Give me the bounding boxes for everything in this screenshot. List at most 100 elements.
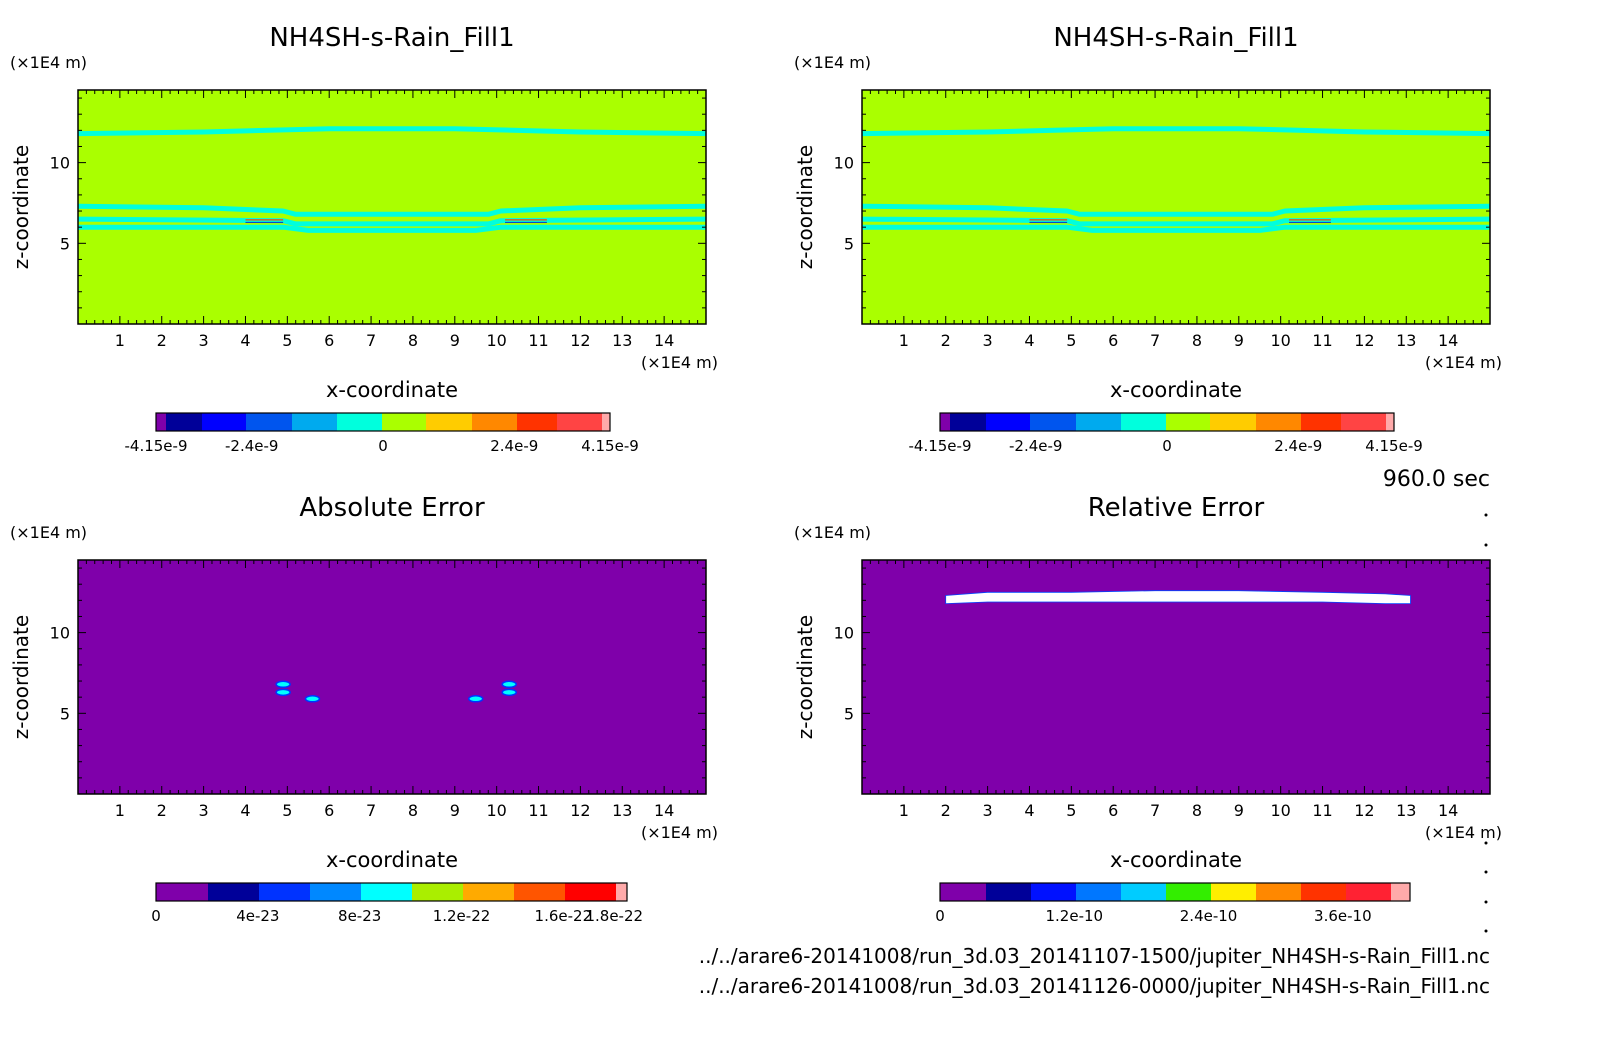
x-tick-label: 12 xyxy=(570,331,590,350)
field-content xyxy=(78,126,706,233)
z-tick-label: 10 xyxy=(50,154,70,173)
x-tick-label: 5 xyxy=(1066,801,1076,820)
colorbar-tick-label: 0 xyxy=(378,437,388,455)
colorbar-swatch-9 xyxy=(517,413,557,431)
x-tick-label: 3 xyxy=(199,801,209,820)
colorbar: -4.15e-9 -2.4e-9 0 2.4e-9 4.15e-9 xyxy=(125,412,639,455)
x-tick-label: 14 xyxy=(654,801,674,820)
time-label: 960.0 sec xyxy=(1383,467,1490,492)
plot-frame xyxy=(861,559,1491,795)
colorbar: -4.15e-9 -2.4e-9 0 2.4e-9 4.15e-9 xyxy=(909,412,1423,455)
x-tick-label: 9 xyxy=(450,331,460,350)
colorbar-swatch-9 xyxy=(616,883,627,901)
x-tick-label: 8 xyxy=(1192,331,1202,350)
colorbar-swatch-4 xyxy=(1076,413,1121,431)
colorbar-tick-label: 2.4e-9 xyxy=(490,437,538,455)
x-tick-label: 3 xyxy=(983,331,993,350)
colorbar-tick-label: 1.2e-22 xyxy=(433,907,491,925)
z-axis-label: z-coordinate xyxy=(793,615,817,739)
field-content xyxy=(862,126,1490,233)
file-path-2: ../../arare6-20141008/run_3d.03_20141126… xyxy=(699,974,1490,998)
contour-band-0 xyxy=(862,203,1490,217)
colorbar-tick-label: 0 xyxy=(151,907,161,925)
error-spot-1 xyxy=(275,688,291,697)
x-tick-label: 13 xyxy=(612,801,632,820)
x-tick-label: 9 xyxy=(1234,801,1244,820)
colorbar-swatch-9 xyxy=(1301,413,1341,431)
colorbar-swatch-8 xyxy=(472,413,517,431)
x-tick-label: 11 xyxy=(1312,801,1332,820)
x-tick-label: 7 xyxy=(1150,801,1160,820)
x-tick-label: 8 xyxy=(408,801,418,820)
z-axis-label: z-coordinate xyxy=(793,145,817,269)
contour-band-3 xyxy=(78,126,706,137)
field-content xyxy=(945,590,1411,605)
plot-frame xyxy=(77,559,707,795)
x-tick-label: 10 xyxy=(486,331,506,350)
contour-band-3 xyxy=(862,126,1490,137)
x-axis-label: x-coordinate xyxy=(326,848,458,872)
contour-band-0 xyxy=(78,203,706,217)
colorbar-swatch-5 xyxy=(1166,883,1211,901)
x-tick-label: 2 xyxy=(157,331,167,350)
x-tick-label: 10 xyxy=(1270,331,1290,350)
x-unit-label: (×1E4 m) xyxy=(641,353,718,372)
x-tick-label: 8 xyxy=(408,331,418,350)
z-tick-label: 10 xyxy=(834,624,854,643)
colorbar-swatch-6 xyxy=(1166,413,1210,431)
z-tick-label: 5 xyxy=(844,234,854,253)
z-unit-label: (×1E4 m) xyxy=(794,53,871,72)
chart-title: NH4SH-s-Rain_Fill1 xyxy=(1053,23,1298,53)
colorbar-tick-label: 1.8e-22 xyxy=(585,907,643,925)
colorbar-swatch-7 xyxy=(1256,883,1301,901)
colorbar-swatch-2 xyxy=(986,413,1030,431)
colorbar-tick-label: -4.15e-9 xyxy=(909,437,972,455)
error-spot-5 xyxy=(467,695,484,703)
x-tick-label: 7 xyxy=(1150,331,1160,350)
colorbar-swatch-0 xyxy=(156,413,166,431)
x-tick-label: 9 xyxy=(1234,331,1244,350)
colorbar-swatch-3 xyxy=(1030,413,1076,431)
panel-absolute-error: Absolute Error(×1E4 m)1 2 3 4 5 6 7 8 9 10 11 12 13 1… xyxy=(9,493,718,925)
x-tick-label: 14 xyxy=(1438,331,1458,350)
x-tick-label: 6 xyxy=(1108,331,1118,350)
colorbar-swatch-6 xyxy=(382,413,426,431)
edge-dots xyxy=(1484,513,1488,933)
relative-error-region xyxy=(945,590,1411,605)
colorbar-swatch-4 xyxy=(361,883,412,901)
x-tick-label: 13 xyxy=(612,331,632,350)
colorbar-swatch-8 xyxy=(1301,883,1346,901)
colorbar-swatch-4 xyxy=(1121,883,1166,901)
z-unit-label: (×1E4 m) xyxy=(794,523,871,542)
x-tick-label: 11 xyxy=(528,801,548,820)
plot-frame xyxy=(861,89,1491,325)
x-tick-label: 6 xyxy=(1108,801,1118,820)
colorbar-swatch-0 xyxy=(940,413,950,431)
chart-title: NH4SH-s-Rain_Fill1 xyxy=(269,23,514,53)
colorbar-swatch-3 xyxy=(310,883,361,901)
colorbar-tick-label: 0 xyxy=(1162,437,1172,455)
colorbar-swatch-0 xyxy=(940,883,986,901)
x-axis-label: x-coordinate xyxy=(1110,378,1242,402)
field-background xyxy=(78,560,706,794)
colorbar-swatch-8 xyxy=(1256,413,1301,431)
colorbar-swatch-6 xyxy=(1211,883,1256,901)
x-tick-label: 13 xyxy=(1396,801,1416,820)
x-tick-label: 1 xyxy=(899,331,909,350)
z-tick-label: 5 xyxy=(60,234,70,253)
z-axis-label: z-coordinate xyxy=(9,145,33,269)
colorbar-swatch-0 xyxy=(156,883,208,901)
colorbar-frame xyxy=(155,882,628,902)
x-tick-label: 13 xyxy=(1396,331,1416,350)
chart-title: Relative Error xyxy=(1088,493,1265,523)
x-tick-label: 6 xyxy=(324,801,334,820)
x-unit-label: (×1E4 m) xyxy=(1425,353,1502,372)
x-tick-label: 6 xyxy=(324,331,334,350)
x-tick-label: 7 xyxy=(366,331,376,350)
colorbar-swatch-1 xyxy=(166,413,202,431)
x-tick-label: 8 xyxy=(1192,801,1202,820)
x-tick-label: 11 xyxy=(528,331,548,350)
x-tick-label: 10 xyxy=(1270,801,1290,820)
colorbar-tick-label: 8e-23 xyxy=(338,907,381,925)
